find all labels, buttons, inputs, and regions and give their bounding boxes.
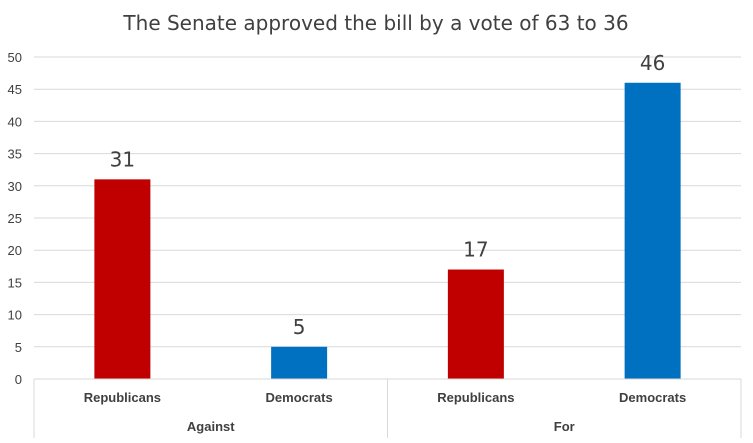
x-tick-label: Democrats [266, 390, 333, 405]
bars [94, 82, 681, 379]
y-tick-label: 0 [15, 372, 22, 387]
y-tick-label: 30 [8, 179, 22, 194]
y-tick-label: 40 [8, 114, 22, 129]
chart-title: The Senate approved the bill by a vote o… [122, 11, 628, 35]
y-tick-label: 20 [8, 243, 22, 258]
x-axis: Republicans Democrats Republicans Democrats… [33, 378, 742, 438]
bar-for-republicans [447, 269, 504, 379]
y-tick-label: 15 [8, 275, 22, 290]
bar-against-republicans [94, 179, 151, 379]
bar-for-democrats [624, 82, 681, 379]
data-label: 5 [293, 315, 306, 339]
y-axis-ticks: 0 5 10 15 20 25 30 35 40 45 50 [8, 50, 22, 387]
group-label: Against [187, 419, 235, 434]
y-tick-label: 5 [15, 340, 22, 355]
x-tick-label: Democrats [619, 390, 686, 405]
data-label: 31 [110, 147, 135, 171]
y-tick-label: 10 [8, 308, 22, 323]
y-tick-label: 45 [8, 82, 22, 97]
data-labels: 31 5 17 46 [110, 51, 666, 339]
gridlines [34, 56, 741, 348]
data-label: 17 [463, 238, 488, 262]
group-label: For [554, 419, 575, 434]
bar-against-democrats [271, 346, 328, 379]
y-tick-label: 35 [8, 147, 22, 162]
y-tick-label: 50 [8, 50, 22, 65]
x-tick-label: Republicans [437, 390, 514, 405]
x-tick-label: Republicans [84, 390, 161, 405]
y-tick-label: 25 [8, 211, 22, 226]
data-label: 46 [640, 51, 665, 75]
